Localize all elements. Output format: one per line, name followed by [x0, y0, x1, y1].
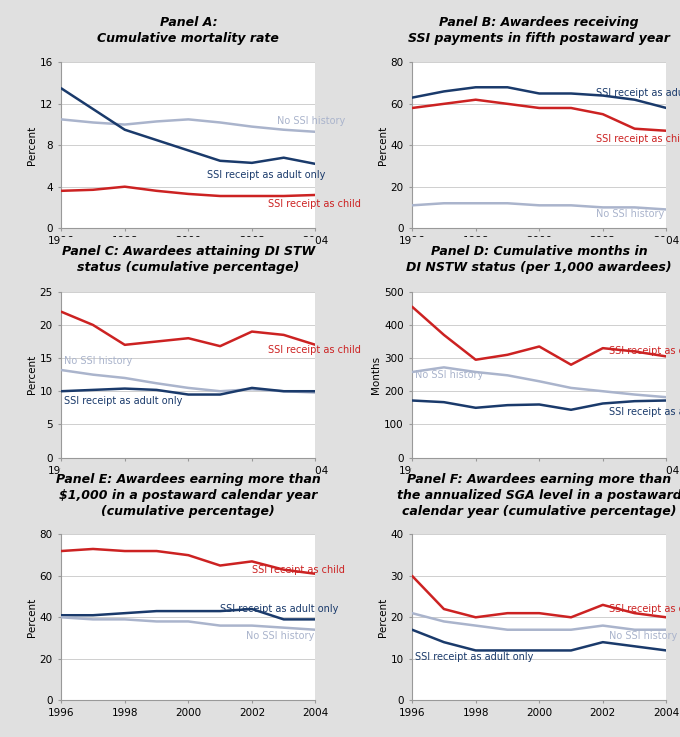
Text: No SSI history: No SSI history: [245, 631, 313, 641]
Text: No SSI history: No SSI history: [65, 357, 133, 366]
Text: SSI receipt as adult only: SSI receipt as adult only: [207, 170, 326, 181]
Y-axis label: Percent: Percent: [378, 125, 388, 165]
Text: Panel A:
Cumulative mortality rate: Panel A: Cumulative mortality rate: [97, 16, 279, 45]
Text: SSI receipt as child: SSI receipt as child: [609, 604, 680, 614]
Text: Panel D: Cumulative months in
DI NSTW status (per 1,000 awardees): Panel D: Cumulative months in DI NSTW st…: [407, 245, 672, 274]
Text: Panel E: Awardees earning more than
$1,000 in a postaward calendar year
(cumulat: Panel E: Awardees earning more than $1,0…: [56, 473, 321, 519]
Text: No SSI history: No SSI history: [609, 631, 677, 641]
Text: SSI receipt as child: SSI receipt as child: [252, 565, 345, 575]
Text: Panel C: Awardees attaining DI STW
status (cumulative percentage): Panel C: Awardees attaining DI STW statu…: [62, 245, 315, 274]
Y-axis label: Percent: Percent: [27, 355, 37, 394]
Text: No SSI history: No SSI history: [596, 209, 665, 219]
Text: SSI receipt as child: SSI receipt as child: [268, 345, 360, 355]
Text: Panel F: Awardees earning more than
the annualized SGA level in a postaward
cale: Panel F: Awardees earning more than the …: [397, 473, 680, 519]
Text: Panel B: Awardees receiving
SSI payments in fifth postaward year: Panel B: Awardees receiving SSI payments…: [408, 16, 670, 45]
Text: SSI receipt as adult only: SSI receipt as adult only: [609, 407, 680, 416]
Text: No SSI history: No SSI history: [277, 116, 345, 127]
Text: SSI receipt as adult only: SSI receipt as adult only: [65, 397, 183, 406]
Text: SSI receipt as child: SSI receipt as child: [609, 346, 680, 357]
Text: SSI receipt as adult only: SSI receipt as adult only: [220, 604, 339, 614]
Y-axis label: Percent: Percent: [27, 125, 37, 165]
Text: SSI receipt as adult only: SSI receipt as adult only: [596, 88, 680, 99]
Text: SSI receipt as adult only: SSI receipt as adult only: [415, 652, 534, 662]
Text: SSI receipt as child: SSI receipt as child: [268, 199, 360, 209]
Y-axis label: Percent: Percent: [378, 598, 388, 637]
Text: No SSI history: No SSI history: [415, 370, 483, 380]
Text: SSI receipt as child: SSI receipt as child: [596, 134, 680, 144]
Y-axis label: Percent: Percent: [27, 598, 37, 637]
Y-axis label: Months: Months: [371, 355, 381, 394]
